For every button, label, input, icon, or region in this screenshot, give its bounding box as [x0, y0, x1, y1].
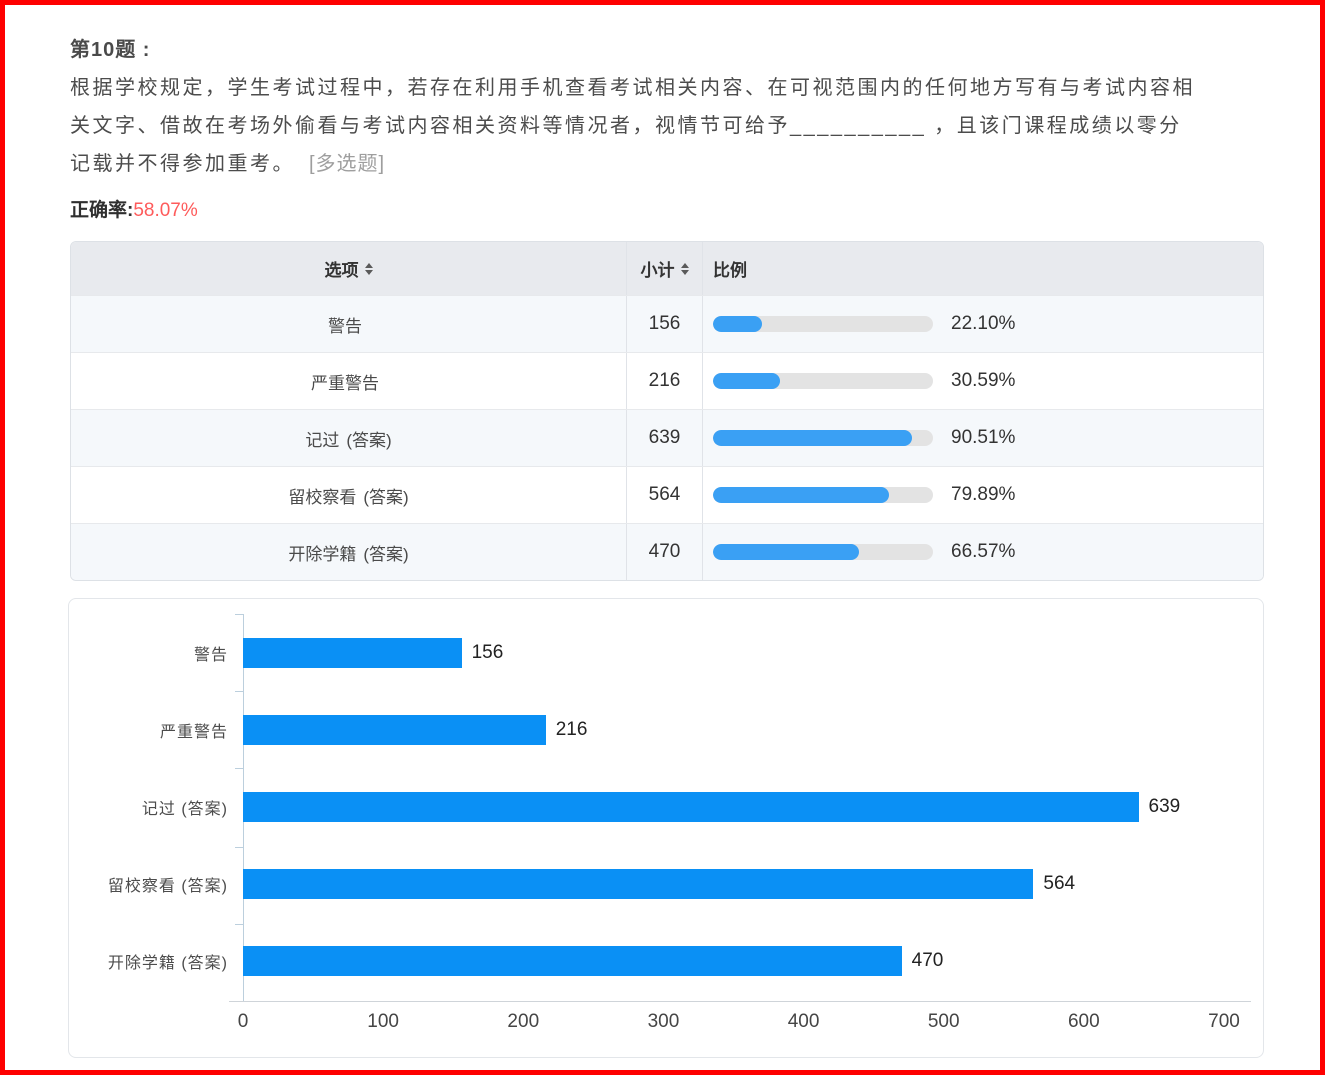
chart-row: 记过 (答案) 639 [69, 768, 1263, 845]
table-row: 开除学籍 (答案) 470 66.57% [71, 523, 1263, 580]
category-label: 开除学籍 (答案) [107, 954, 228, 972]
bar [243, 791, 1139, 822]
option-label: 严重警告 [311, 373, 379, 393]
question-text: 根据学校规定，学生考试过程中，若存在利用手机查看考试相关内容、在可视范围内的任何… [70, 69, 1195, 183]
ratio-percent: 90.51% [951, 427, 1016, 448]
ratio-percent: 66.57% [951, 541, 1016, 562]
header-ratio: 比例 [703, 242, 1263, 295]
statistics-table: 选项 小计 比例 警告 156 22.10% 严重警告 216 30.59% 记… [70, 241, 1264, 581]
table-row: 留校察看 (答案) 564 79.89% [71, 466, 1263, 523]
table-header-row: 选项 小计 比例 [71, 242, 1263, 295]
count-value: 216 [627, 353, 703, 409]
bar-value-label: 156 [471, 641, 504, 663]
header-option-sortable[interactable]: 选项 [71, 242, 627, 295]
sort-icon[interactable] [364, 262, 373, 275]
ratio-track [713, 430, 933, 446]
bar [243, 714, 546, 745]
answer-tag: (答案) [363, 544, 409, 564]
ratio-fill [713, 544, 860, 560]
sort-icon[interactable] [680, 262, 689, 275]
option-label: 留校察看 [288, 487, 357, 507]
bar-value-label: 639 [1148, 795, 1181, 817]
option-label: 记过 [305, 430, 340, 450]
x-axis-tick-label: 200 [507, 1011, 540, 1032]
x-axis-tick-label: 300 [647, 1011, 680, 1032]
y-axis-tick [235, 691, 244, 692]
table-row: 严重警告 216 30.59% [71, 352, 1263, 409]
x-axis-tick-label: 700 [1208, 1011, 1240, 1032]
ratio-percent: 22.10% [951, 313, 1016, 334]
ratio-fill [713, 487, 889, 503]
category-label: 严重警告 [159, 723, 228, 741]
ratio-fill [713, 430, 913, 446]
ratio-fill [713, 373, 781, 389]
ratio-track [713, 487, 933, 503]
ratio-track [713, 544, 933, 560]
chart-rows: 警告 156 严重警告 216 记过 (答案) 639 留校察看 (答案) 56… [69, 614, 1263, 999]
answer-tag: (答案) [363, 487, 409, 507]
header-count-label: 小计 [640, 261, 675, 280]
ratio-track [713, 316, 933, 332]
x-axis-tick-label: 100 [367, 1011, 399, 1032]
x-axis-tick-label: 400 [787, 1011, 820, 1032]
question-number: 第10题 : [70, 39, 151, 61]
bar-value-label: 564 [1043, 872, 1076, 894]
bar-value-label: 216 [555, 718, 588, 740]
answer-tag: (答案) [346, 430, 392, 450]
accuracy-row: 正确率:58.07% [70, 195, 198, 222]
category-label: 警告 [193, 646, 228, 664]
option-label: 警告 [328, 316, 362, 336]
bar-value-label: 470 [911, 949, 944, 971]
count-value: 564 [627, 467, 703, 523]
bar-chart: 警告 156 严重警告 216 记过 (答案) 639 留校察看 (答案) 56… [68, 598, 1264, 1058]
accuracy-label: 正确率: [70, 200, 134, 221]
y-axis-tick [235, 924, 244, 925]
chart-row: 警告 156 [69, 614, 1263, 691]
question-type-tag: [多选题] [309, 153, 386, 175]
count-value: 470 [627, 524, 703, 580]
ratio-fill [713, 316, 762, 332]
bar [243, 945, 902, 976]
x-axis-line [229, 1001, 1251, 1002]
y-axis-tick [235, 847, 244, 848]
accuracy-value: 58.07% [133, 200, 198, 221]
category-label: 记过 (答案) [141, 800, 228, 818]
chart-row: 严重警告 216 [69, 691, 1263, 768]
ratio-percent: 30.59% [951, 370, 1016, 391]
x-axis-tick-label: 0 [237, 1011, 249, 1032]
count-value: 639 [627, 410, 703, 466]
bar [243, 637, 462, 668]
question-body: 根据学校规定，学生考试过程中，若存在利用手机查看考试相关内容、在可视范围内的任何… [70, 77, 1195, 175]
header-count-sortable[interactable]: 小计 [627, 242, 703, 295]
option-label: 开除学籍 [288, 544, 357, 564]
x-axis-tick-label: 500 [927, 1011, 960, 1032]
count-value: 156 [627, 296, 703, 352]
header-ratio-label: 比例 [713, 261, 747, 280]
y-axis-tick [235, 768, 244, 769]
bar [243, 868, 1034, 899]
chart-row: 留校察看 (答案) 564 [69, 845, 1263, 922]
x-axis-tick-label: 600 [1067, 1011, 1100, 1032]
category-label: 留校察看 (答案) [107, 877, 228, 895]
ratio-percent: 79.89% [951, 484, 1016, 505]
table-row: 警告 156 22.10% [71, 295, 1263, 352]
table-row: 记过 (答案) 639 90.51% [71, 409, 1263, 466]
y-axis-tick [235, 614, 244, 615]
chart-row: 开除学籍 (答案) 470 [69, 922, 1263, 999]
ratio-track [713, 373, 933, 389]
header-option-label: 选项 [324, 261, 359, 280]
